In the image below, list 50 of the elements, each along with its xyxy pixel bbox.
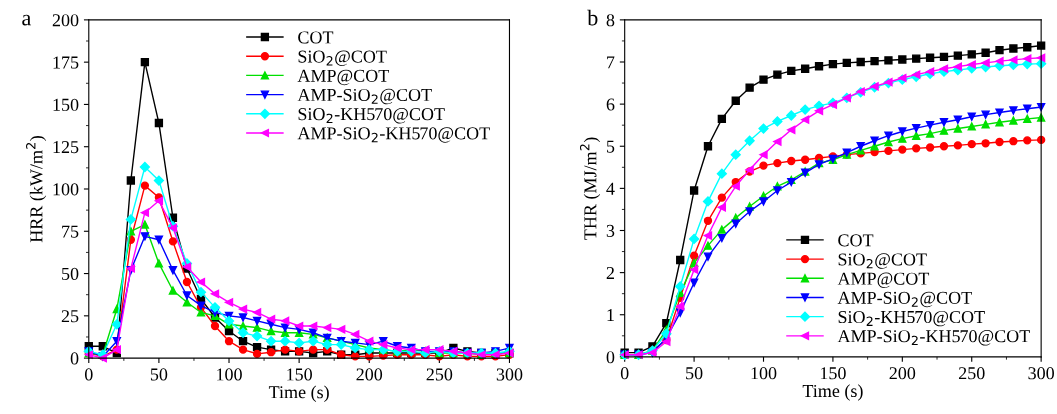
x-tick-label: 150 — [820, 367, 846, 380]
legend-label: COT — [298, 31, 334, 44]
y-tick-label: 5 — [606, 140, 615, 153]
y-tick-label: 6 — [606, 98, 615, 111]
legend-label: SiO$_{2}$-KH570@COT — [838, 310, 985, 327]
x-tick-label: 200 — [356, 368, 383, 381]
legend-label: SiO$_{2}$@COT — [838, 253, 927, 269]
y-tick-label: 150 — [53, 98, 79, 111]
y-tick-label: 175 — [53, 56, 79, 69]
legend-label: AMP@COT — [837, 272, 930, 289]
y-tick-label: 0 — [606, 351, 615, 364]
x-axis-title: Time (s) — [268, 385, 329, 402]
legend-label: COT — [838, 234, 874, 247]
chart-title: b — [587, 9, 598, 26]
legend-label: AMP-SiO$_{2}$@COT — [837, 291, 972, 308]
x-tick-label: 0 — [84, 368, 93, 381]
y-tick-label: 1 — [607, 309, 614, 322]
y-tick-label: 2 — [606, 266, 614, 279]
legend-label: AMP-SiO$_{2}$-KH570@COT — [297, 127, 490, 143]
y-tick-label: 200 — [52, 14, 79, 27]
x-tick-label: 100 — [751, 367, 777, 380]
x-tick-label: 50 — [686, 367, 703, 380]
y-axis-title: THR (MJ/m$^{2}$) — [579, 137, 601, 240]
legend-label: SiO$_{2}$@COT — [298, 50, 387, 66]
y-tick-label: 8 — [606, 14, 615, 27]
x-tick-label: 100 — [217, 368, 242, 381]
x-tick-label: 150 — [287, 368, 312, 381]
x-tick-label: 200 — [889, 367, 916, 380]
y-tick-label: 100 — [53, 183, 79, 196]
y-tick-label: 3 — [606, 224, 615, 237]
y-axis-title: HRR (kW/m$^{2}$) — [26, 136, 47, 243]
y-tick-label: 50 — [62, 267, 79, 280]
legend-label: AMP-SiO$_{2}$-KH570@COT — [837, 330, 1030, 346]
x-tick-label: 250 — [426, 368, 453, 381]
chart-title: a — [22, 14, 32, 26]
legend-label: AMP@COT — [297, 69, 389, 86]
legend-label: SiO$_{2}$-KH570@COT — [298, 108, 445, 124]
y-tick-label: 0 — [70, 352, 79, 365]
x-tick-label: 0 — [620, 367, 629, 380]
x-tick-label: 250 — [958, 367, 985, 380]
y-tick-label: 25 — [61, 310, 79, 323]
y-tick-label: 7 — [607, 56, 615, 69]
y-tick-label: 4 — [606, 182, 615, 195]
legend-label: AMP-SiO$_{2}$@COT — [297, 88, 432, 105]
x-axis-title: Time (s) — [802, 384, 863, 401]
x-tick-label: 300 — [1028, 367, 1054, 380]
x-tick-label: 50 — [150, 368, 168, 381]
y-tick-label: 75 — [62, 225, 79, 238]
y-tick-label: 125 — [53, 141, 79, 154]
x-tick-label: 300 — [496, 368, 523, 381]
